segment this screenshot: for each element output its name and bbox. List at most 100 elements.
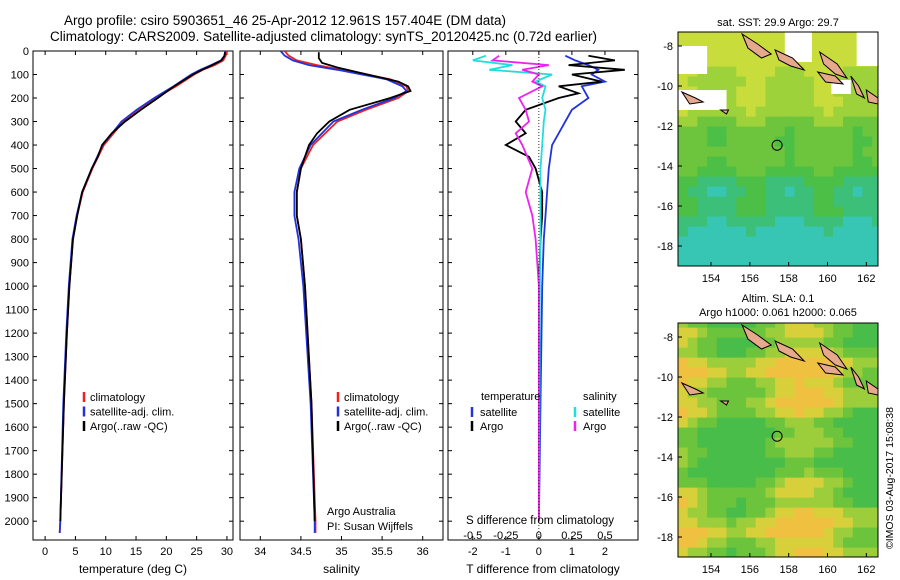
sla-map-cell [736, 437, 747, 448]
sla-map-cell [755, 387, 766, 398]
sla-map-cell [804, 327, 815, 338]
sst-map-cell [697, 136, 708, 147]
sla-map-cell [833, 457, 844, 468]
sst-map-cell [736, 236, 747, 247]
sst-map-cell [794, 116, 805, 127]
sla-map-cell [678, 367, 689, 378]
sla-map-cell [784, 387, 796, 398]
sst-map-cell [833, 156, 844, 167]
sla-map-cell [794, 527, 805, 538]
sla-map-cell [707, 547, 718, 557]
difference-series-salinity-argo [490, 54, 549, 522]
sla-map-cell [775, 357, 786, 368]
sst-map-cell [804, 206, 815, 217]
sla-map-cell [687, 357, 698, 368]
sst-map-cell [872, 116, 878, 127]
sst-map-cell [813, 206, 825, 217]
sst-map-ytick-label: -8 [663, 41, 673, 53]
salinity-series-argo-raw-qc- [295, 52, 412, 522]
temperature-xtick-label: 25 [191, 546, 203, 558]
sla-map-cell [794, 407, 805, 418]
temperature-xlabel: temperature (deg C) [79, 562, 187, 576]
sst-map-cell [862, 96, 873, 107]
sst-map-ytick-label: -14 [657, 161, 673, 173]
sst-map-cell [823, 226, 834, 237]
sla-map-cell [823, 437, 834, 448]
sla-map-cell [872, 517, 878, 528]
sst-map-cell [862, 136, 873, 147]
sst-map-cell [765, 146, 776, 157]
sla-map-cell [697, 517, 708, 528]
sst-map-cell [707, 32, 718, 37]
sla-map-cell [687, 397, 698, 408]
sla-map-cell [784, 337, 796, 348]
sst-map-cell [736, 226, 747, 237]
sst-map-cell [726, 136, 737, 147]
sst-map-cell [687, 196, 698, 207]
sst-map-cell [843, 146, 854, 157]
sla-map-cell [678, 517, 689, 528]
sst-map-cell [804, 106, 815, 117]
sst-map-cell [687, 156, 698, 167]
sst-map-profile-marker [771, 139, 783, 151]
sla-map-cell [726, 367, 737, 378]
sla-map-cell [852, 447, 864, 458]
sst-map-cell [833, 246, 844, 257]
sla-map-cell [755, 447, 766, 458]
sst-map-cell [716, 226, 728, 237]
sst-map-cell [813, 246, 825, 257]
temperature-ytick-label: 0 [23, 46, 29, 58]
sla-map-cell [736, 407, 747, 418]
sla-map-cell [765, 437, 776, 448]
sst-map-cell [775, 256, 786, 266]
sst-map-cell [716, 76, 728, 87]
sla-map-cell [678, 323, 689, 328]
sst-map-cell [833, 36, 844, 47]
sla-map-cell [726, 477, 737, 488]
sst-map-cell [852, 176, 864, 187]
sst-map-cell [707, 246, 718, 257]
sst-map-cell [765, 236, 776, 247]
sst-map-cell [872, 156, 878, 167]
sst-map-cell [813, 96, 825, 107]
sst-map-cell [746, 166, 757, 177]
sst-map-cell [823, 106, 834, 117]
sst-map-cell [833, 46, 844, 57]
sla-map-cell [697, 487, 708, 498]
sst-map-cell [843, 56, 854, 67]
sst-map-cell [687, 216, 698, 227]
sla-map-ytick-label: -12 [657, 412, 673, 424]
sst-map-cell [775, 116, 786, 127]
sst-map-island [719, 109, 730, 115]
sla-map-cell [833, 497, 844, 508]
sla-map-cell [804, 417, 815, 428]
sla-map-cell [716, 537, 728, 548]
sla-map-cell [687, 507, 698, 518]
sst-map-cell [862, 106, 873, 117]
panel-temperature: 0 5 10 15 20 25 300100200300400500600700800900… [5, 46, 234, 576]
sst-map-cell [716, 246, 728, 257]
sla-map-cell [765, 357, 776, 368]
sla-map-cell [697, 337, 708, 348]
temperature-ytick-label: 1600 [5, 422, 29, 434]
sla-map-cell [852, 467, 864, 478]
sla-map-cell [697, 467, 708, 478]
sla-map-cell [707, 507, 718, 518]
sst-map-cell [823, 216, 834, 227]
sst-map-cell [823, 236, 834, 247]
sst-map-cell [746, 116, 757, 127]
difference-xlabel: T difference from climatology [466, 562, 620, 576]
sst-map-cell [707, 136, 718, 147]
sst-map-cell [746, 146, 757, 157]
sla-map-cell [804, 457, 815, 468]
sla-map-cell [726, 377, 737, 388]
temperature-ytick-label: 1100 [5, 305, 29, 317]
sla-map-cell [813, 547, 825, 557]
sla-map-cell [784, 323, 796, 328]
sst-map-cell [823, 206, 834, 217]
sst-map-cell [784, 146, 796, 157]
temperature-ytick-label: 300 [11, 117, 29, 129]
sla-map-cell [872, 497, 878, 508]
sla-map-ytick-label: -18 [657, 532, 673, 544]
sst-map-title: sat. SST: 29.9 Argo: 29.7 [717, 17, 839, 29]
